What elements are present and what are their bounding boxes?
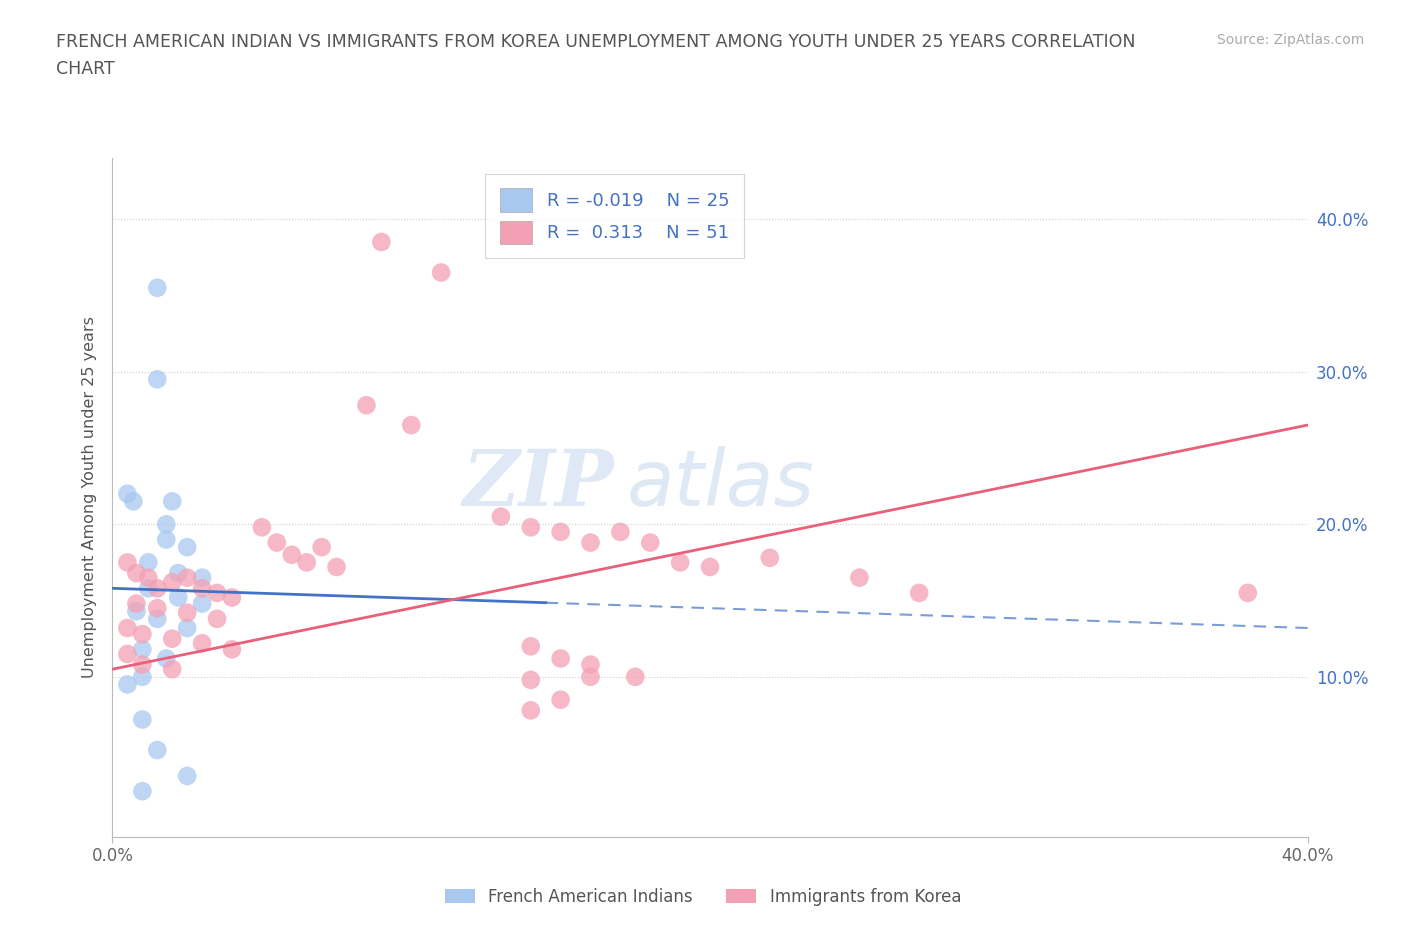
- Point: [146, 611, 169, 626]
- Point: [162, 494, 183, 509]
- Point: [117, 620, 139, 635]
- Point: [266, 535, 288, 550]
- Point: [250, 520, 273, 535]
- Legend: R = -0.019    N = 25, R =  0.313    N = 51: R = -0.019 N = 25, R = 0.313 N = 51: [485, 174, 744, 259]
- Point: [122, 494, 145, 509]
- Point: [221, 642, 243, 657]
- Text: CHART: CHART: [56, 60, 115, 78]
- Point: [699, 560, 721, 575]
- Point: [356, 398, 378, 413]
- Point: [191, 570, 214, 585]
- Point: [176, 768, 198, 783]
- Point: [311, 539, 333, 554]
- Point: [191, 636, 214, 651]
- Point: [520, 639, 543, 654]
- Point: [131, 627, 153, 642]
- Point: [638, 535, 662, 550]
- Point: [579, 658, 602, 672]
- Point: [550, 651, 572, 666]
- Point: [125, 596, 148, 611]
- Point: [520, 703, 543, 718]
- Point: [489, 510, 512, 525]
- Point: [579, 535, 602, 550]
- Point: [520, 672, 543, 687]
- Point: [131, 658, 153, 672]
- Point: [176, 539, 198, 554]
- Point: [131, 670, 153, 684]
- Text: ZIP: ZIP: [463, 445, 614, 523]
- Point: [131, 784, 153, 799]
- Point: [176, 620, 198, 635]
- Point: [176, 570, 198, 585]
- Point: [117, 555, 139, 570]
- Point: [205, 611, 228, 626]
- Point: [125, 604, 148, 618]
- Point: [146, 372, 169, 387]
- Point: [162, 662, 183, 677]
- Point: [848, 570, 870, 585]
- Point: [138, 581, 160, 596]
- Legend: French American Indians, Immigrants from Korea: French American Indians, Immigrants from…: [439, 881, 967, 912]
- Point: [162, 631, 183, 646]
- Point: [125, 565, 148, 580]
- Point: [295, 555, 318, 570]
- Point: [117, 646, 139, 661]
- Point: [370, 234, 392, 249]
- Text: FRENCH AMERICAN INDIAN VS IMMIGRANTS FROM KOREA UNEMPLOYMENT AMONG YOUTH UNDER 2: FRENCH AMERICAN INDIAN VS IMMIGRANTS FRO…: [56, 33, 1136, 50]
- Point: [131, 712, 153, 727]
- Point: [759, 551, 782, 565]
- Point: [908, 586, 931, 601]
- Point: [146, 601, 169, 616]
- Point: [162, 575, 183, 590]
- Point: [191, 581, 214, 596]
- Point: [624, 670, 647, 684]
- Point: [176, 605, 198, 620]
- Point: [550, 692, 572, 707]
- Text: atlas: atlas: [626, 446, 814, 522]
- Point: [430, 265, 453, 280]
- Point: [167, 565, 190, 580]
- Point: [325, 560, 347, 575]
- Point: [1237, 586, 1260, 601]
- Point: [401, 418, 423, 432]
- Point: [520, 520, 543, 535]
- Point: [191, 596, 214, 611]
- Point: [550, 525, 572, 539]
- Point: [155, 532, 177, 547]
- Point: [281, 548, 304, 563]
- Point: [117, 486, 139, 501]
- Point: [146, 280, 169, 295]
- Point: [138, 555, 160, 570]
- Point: [221, 590, 243, 604]
- Point: [146, 742, 169, 757]
- Text: Source: ZipAtlas.com: Source: ZipAtlas.com: [1216, 33, 1364, 46]
- Point: [131, 642, 153, 657]
- Point: [205, 586, 228, 601]
- Point: [117, 677, 139, 692]
- Point: [146, 581, 169, 596]
- Y-axis label: Unemployment Among Youth under 25 years: Unemployment Among Youth under 25 years: [82, 316, 97, 679]
- Point: [138, 570, 160, 585]
- Point: [579, 670, 602, 684]
- Point: [155, 517, 177, 532]
- Point: [669, 555, 692, 570]
- Point: [167, 590, 190, 604]
- Point: [609, 525, 631, 539]
- Point: [155, 651, 177, 666]
